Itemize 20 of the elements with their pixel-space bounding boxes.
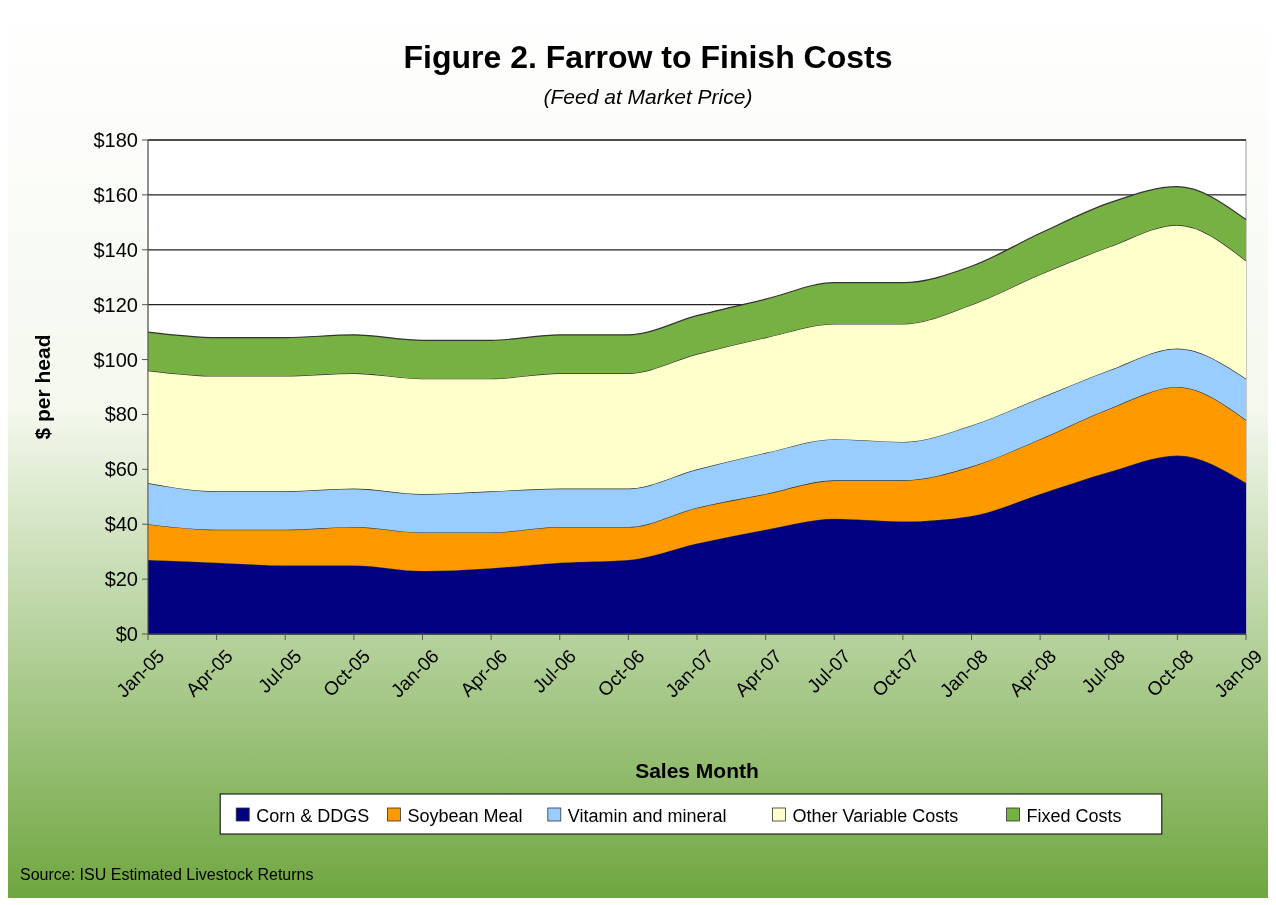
- y-tick-label: $160: [93, 183, 138, 206]
- y-tick-label: $20: [104, 568, 138, 591]
- y-tick-label: $140: [93, 238, 138, 261]
- source-note: Source: ISU Estimated Livestock Returns: [20, 866, 314, 883]
- legend-label: Corn & DDGS: [256, 806, 370, 827]
- y-tick-label: $120: [93, 293, 138, 316]
- y-tick-label: $0: [115, 623, 138, 645]
- y-tick-label: $180: [93, 129, 138, 151]
- y-tick-label: $100: [93, 348, 138, 371]
- y-axis-title: $ per head: [31, 334, 54, 440]
- legend-label: Soybean Meal: [407, 806, 523, 827]
- legend-label: Other Variable Costs: [792, 806, 959, 827]
- chart-title: Figure 2. Farrow to Finish Costs: [403, 39, 893, 75]
- y-tick-label: $60: [104, 458, 138, 481]
- chart-subtitle: (Feed at Market Price): [543, 85, 753, 108]
- x-axis-title: Sales Month: [635, 759, 759, 782]
- legend-label: Vitamin and mineral: [567, 806, 727, 827]
- y-tick-label: $80: [104, 403, 138, 426]
- legend-label: Fixed Costs: [1026, 806, 1122, 827]
- y-tick-label: $40: [104, 513, 138, 536]
